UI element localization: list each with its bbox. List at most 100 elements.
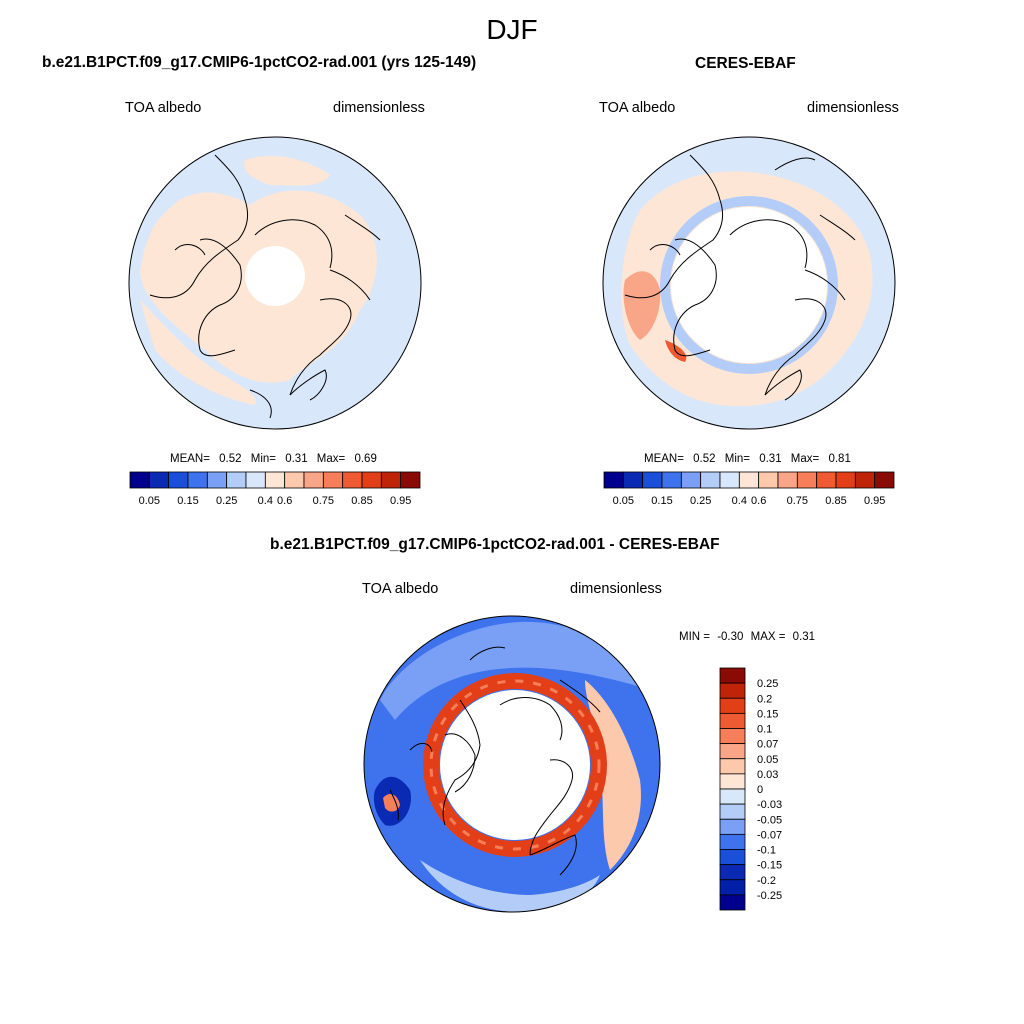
model-colorbar-box <box>322 471 344 489</box>
diff-colorbar-tick-label: 0 <box>757 784 763 796</box>
diff-colorbar-box <box>719 773 746 790</box>
obs-polar-map <box>602 136 896 430</box>
obs-colorbar: 0.05 0.15 0.25 0.4 0.6 0.75 0.85 0.95 <box>603 471 895 507</box>
obs-missing-pole <box>671 207 827 363</box>
obs-stats: MEAN= 0.52 Min= 0.31 Max= 0.81 <box>644 453 851 465</box>
obs-colorbar-tick-label: 0.95 <box>864 495 885 507</box>
model-colorbar-box <box>303 471 324 489</box>
diff-colorbar-tick-label: -0.25 <box>757 890 782 902</box>
diff-colorbar-box <box>719 697 746 714</box>
model-colorbar-box <box>361 471 382 489</box>
obs-colorbar-tick-label: 0.85 <box>825 495 846 507</box>
diff-colorbar-tick-label: -0.1 <box>757 845 776 857</box>
diff-colorbar-box <box>719 849 746 866</box>
model-colorbar-tick-label: 0.75 <box>313 495 334 507</box>
obs-colorbar-box <box>758 471 779 489</box>
obs-variable-label: TOA albedo <box>599 100 676 116</box>
obs-min-label: Min= <box>724 453 750 465</box>
model-mean-label: MEAN= <box>170 453 210 465</box>
model-min-value: 0.31 <box>285 453 308 465</box>
diff-min-value: -0.30 <box>717 631 744 643</box>
diff-colorbar-tick-label: 0.07 <box>757 739 778 751</box>
diff-colorbar-tick-label: 0.03 <box>757 769 778 781</box>
obs-coastlines <box>624 154 856 401</box>
model-max-value: 0.69 <box>354 453 377 465</box>
model-colorbar-box <box>226 471 247 489</box>
diff-colorbar-box <box>719 879 746 896</box>
obs-colorbar-box <box>700 471 721 489</box>
diff-colorbar-tick-label: -0.07 <box>757 829 782 841</box>
model-colorbar: 0.05 0.15 0.25 0.4 0.6 0.75 0.85 0.95 <box>129 471 421 507</box>
diff-colorbar-tick-label: 0.2 <box>757 693 772 705</box>
diff-positive-spot <box>383 794 400 812</box>
model-colorbar-tick-label: 0.6 <box>277 495 292 507</box>
model-coastlines <box>149 154 381 419</box>
obs-min-value: 0.31 <box>759 453 782 465</box>
obs-colorbar-tick-label: 0.05 <box>613 495 634 507</box>
obs-colorbar-box <box>796 471 818 489</box>
obs-colorbar-tick-label: 0.15 <box>651 495 672 507</box>
diff-colorbar-box <box>719 818 746 835</box>
diff-weak-negative-arc <box>420 860 600 912</box>
model-polar-map <box>128 136 422 430</box>
diff-stats: MIN = -0.30 MAX = 0.31 <box>679 631 815 643</box>
diff-missing-pole <box>440 690 590 840</box>
model-min-label: Min= <box>250 453 276 465</box>
diff-colorbar-box <box>719 728 746 745</box>
obs-colorbar-box <box>835 471 856 489</box>
model-colorbar-box <box>264 471 286 489</box>
obs-colorbar-tick-label: 0.4 <box>732 495 747 507</box>
model-colorbar-box <box>187 471 208 489</box>
obs-colorbar-box <box>816 471 837 489</box>
model-colorbar-box <box>206 471 228 489</box>
obs-colorbar-box <box>777 471 798 489</box>
diff-ring-texture <box>429 679 601 851</box>
model-map-border <box>128 136 422 430</box>
diff-max-value: 0.31 <box>792 631 816 643</box>
model-variable-label: TOA albedo <box>125 100 202 116</box>
model-high-albedo-band <box>140 300 256 405</box>
obs-colorbar-tick-label: 0.75 <box>787 495 808 507</box>
model-missing-pole <box>245 246 305 306</box>
diff-polar-map <box>363 615 661 913</box>
model-mean-value: 0.52 <box>219 453 242 465</box>
model-colorbar-tick-label: 0.15 <box>177 495 198 507</box>
diff-variable-label: TOA albedo <box>362 581 439 597</box>
obs-colorbar-tick-label: 0.25 <box>690 495 711 507</box>
obs-colorbar-box <box>661 471 682 489</box>
diff-colorbar-box <box>719 803 746 820</box>
model-colorbar-box <box>400 471 421 489</box>
obs-colorbar-tick-label: 0.6 <box>751 495 766 507</box>
model-stats: MEAN= 0.52 Min= 0.31 Max= 0.69 <box>170 453 377 465</box>
model-colorbar-box <box>342 471 363 489</box>
model-colorbar-tick-label: 0.4 <box>258 495 273 507</box>
diff-colorbar-tick-label: -0.03 <box>757 799 782 811</box>
model-max-label: Max= <box>316 453 346 465</box>
diff-colorbar-box <box>719 758 746 775</box>
diff-colorbar-tick-label: 0.15 <box>757 708 778 720</box>
obs-ring <box>660 196 838 374</box>
diff-min-label: MIN = <box>679 631 710 643</box>
diff-colorbar-box <box>719 788 746 805</box>
diff-colorbar-box <box>719 833 746 850</box>
obs-map-border <box>602 136 896 430</box>
figure-title: DJF <box>486 14 538 45</box>
diff-panel-title: b.e21.B1PCT.f09_g17.CMIP6-1pctCO2-rad.00… <box>270 536 720 553</box>
diff-colorbar-box <box>719 712 746 729</box>
model-colorbar-box <box>284 471 305 489</box>
obs-high-albedo-patch <box>623 271 661 340</box>
diff-colorbar-box <box>719 894 746 911</box>
diff-colorbar: 0.25 0.2 0.15 0.1 0.07 0.05 0.03 0 -0.03 -0.05 -0.… <box>719 667 782 911</box>
obs-colorbar-box <box>719 471 740 489</box>
diff-colorbar-box <box>719 682 746 699</box>
diff-coastlines <box>389 646 601 876</box>
diff-colorbar-tick-label: 0.05 <box>757 754 778 766</box>
diff-map-border <box>363 615 661 913</box>
diff-moderate-negative-arc <box>380 621 650 720</box>
model-colorbar-tick-label: 0.95 <box>390 495 411 507</box>
diff-colorbar-tick-label: -0.15 <box>757 860 782 872</box>
diff-colorbar-box <box>719 864 746 881</box>
model-colorbar-box <box>129 471 150 489</box>
model-colorbar-box <box>168 471 189 489</box>
diff-max-label: MAX = <box>750 631 786 643</box>
